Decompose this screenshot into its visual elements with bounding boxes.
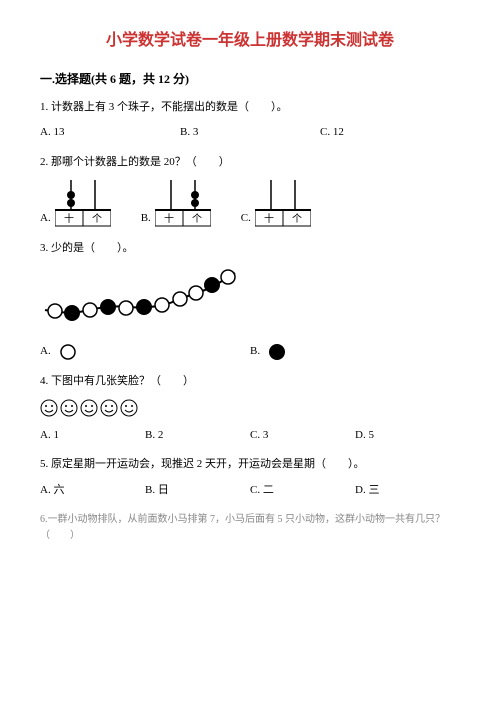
q1-opt-a: A. 13 (40, 124, 180, 142)
q4-opt-b: B. 2 (145, 427, 250, 445)
svg-text:十: 十 (264, 212, 274, 225)
q3-opt-a: A. (40, 343, 250, 361)
q2-label-a: A. (40, 210, 51, 228)
q5-text: 5. 原定星期一开运动会，现推迟 2 天开，开运动会是星期（ ）。 (40, 456, 460, 474)
question-3: 3. 少的是（ ）。 A. B. (40, 240, 460, 362)
abacus-icon-c: 十 个 (255, 180, 311, 228)
q5-options: A. 六 B. 日 C. 二 D. 三 (40, 482, 460, 500)
q4-options: A. 1 B. 2 C. 3 D. 5 (40, 427, 460, 445)
q5-opt-b: B. 日 (145, 482, 250, 500)
page-title: 小学数学试卷一年级上册数学期末测试卷 (40, 28, 460, 54)
q3-opt-b: B. (250, 343, 460, 361)
q1-opt-b: B. 3 (180, 124, 320, 142)
q2-options: A. 十 个 B. 十 (40, 180, 460, 228)
abacus-icon-a: 十 个 (55, 180, 111, 228)
section-header: 一.选择题(共 6 题，共 12 分) (40, 70, 460, 89)
question-1: 1. 计数器上有 3 个珠子，不能摆出的数是（ ）。 A. 13 B. 3 C.… (40, 99, 460, 142)
q4-opt-d: D. 5 (355, 427, 460, 445)
question-4: 4. 下图中有几张笑脸？（ ） A. 1 B. 2 C. 3 D. 5 (40, 373, 460, 444)
smiley-icon (40, 399, 58, 417)
smiley-icon (100, 399, 118, 417)
q2-label-b: B. (141, 210, 151, 228)
svg-text:个: 个 (192, 213, 202, 225)
q3-text: 3. 少的是（ ）。 (40, 240, 460, 258)
question-5: 5. 原定星期一开运动会，现推迟 2 天开，开运动会是星期（ ）。 A. 六 B… (40, 456, 460, 499)
white-circle-icon (59, 343, 77, 361)
q2-label-c: C. (241, 210, 251, 228)
q2-item-c: C. 十 个 (241, 180, 311, 228)
q5-opt-a: A. 六 (40, 482, 145, 500)
q6-text: 6.一群小动物排队，从前面数小马排第 7，小马后面有 5 只小动物，这群小动物一… (40, 512, 460, 544)
smiley-icon (80, 399, 98, 417)
q2-item-a: A. 十 个 (40, 180, 111, 228)
black-circle-icon (268, 343, 286, 361)
q3-options: A. B. (40, 343, 460, 361)
q3-label-a: A. (40, 343, 51, 361)
svg-text:个: 个 (292, 213, 302, 225)
svg-text:个: 个 (92, 213, 102, 225)
q4-faces-row (40, 399, 460, 417)
q3-label-b: B. (250, 343, 260, 361)
smiley-icon (60, 399, 78, 417)
q2-item-b: B. 十 个 (141, 180, 211, 228)
q4-opt-c: C. 3 (250, 427, 355, 445)
q5-opt-d: D. 三 (355, 482, 460, 500)
q2-text: 2. 那哪个计数器上的数是 20？（ ） (40, 154, 460, 172)
bead-string-icon (40, 265, 240, 335)
q4-text: 4. 下图中有几张笑脸？（ ） (40, 373, 460, 391)
q1-options: A. 13 B. 3 C. 12 (40, 124, 460, 142)
q4-opt-a: A. 1 (40, 427, 145, 445)
abacus-icon-b: 十 个 (155, 180, 211, 228)
question-6: 6.一群小动物排队，从前面数小马排第 7，小马后面有 5 只小动物，这群小动物一… (40, 512, 460, 544)
q1-text: 1. 计数器上有 3 个珠子，不能摆出的数是（ ）。 (40, 99, 460, 117)
smiley-icon (120, 399, 138, 417)
q1-opt-c: C. 12 (320, 124, 460, 142)
svg-text:十: 十 (164, 212, 174, 225)
svg-text:十: 十 (64, 212, 74, 225)
q5-opt-c: C. 二 (250, 482, 355, 500)
question-2: 2. 那哪个计数器上的数是 20？（ ） A. 十 个 B. (40, 154, 460, 228)
